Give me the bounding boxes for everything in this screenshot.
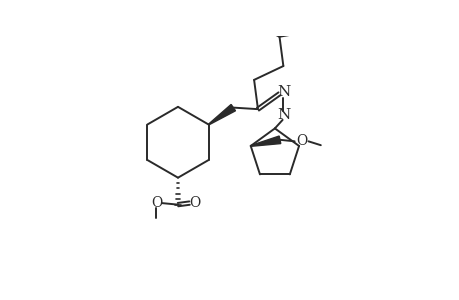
Text: O: O (189, 196, 200, 210)
Polygon shape (250, 136, 280, 146)
Polygon shape (208, 104, 235, 125)
Text: N: N (277, 108, 290, 122)
Text: N: N (277, 85, 290, 99)
Text: O: O (295, 134, 307, 148)
Text: O: O (151, 196, 162, 210)
